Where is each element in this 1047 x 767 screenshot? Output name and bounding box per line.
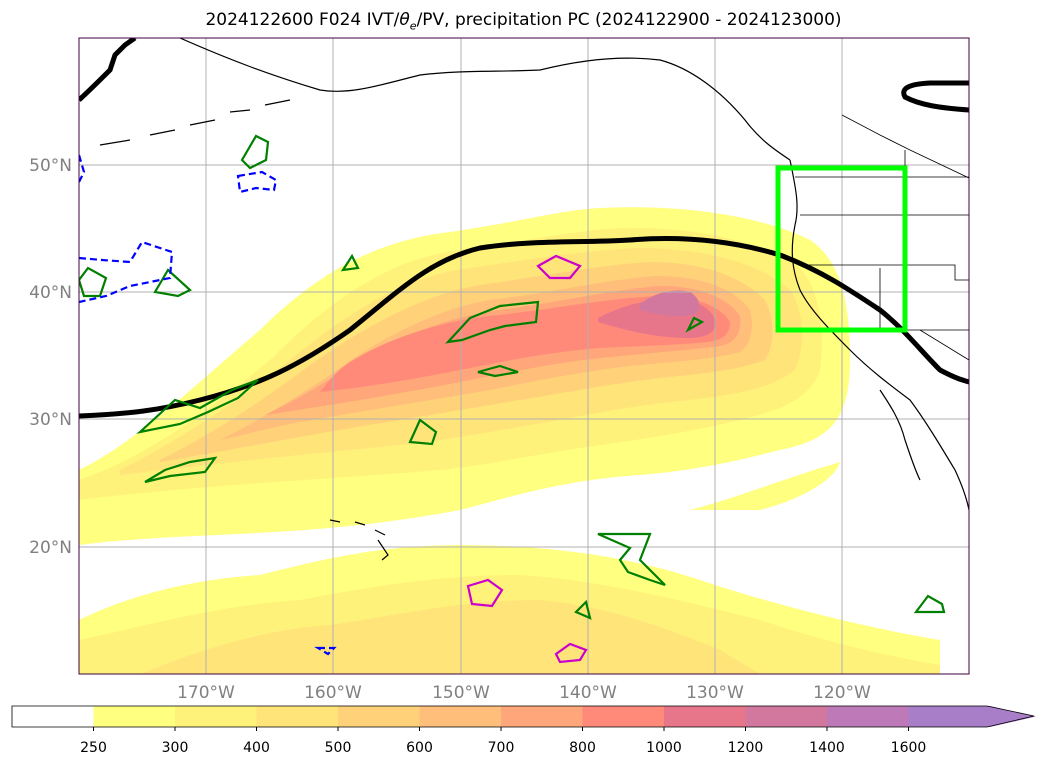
pv-contour-8 [477, 364, 519, 378]
colorbar-label: 700 [488, 740, 515, 756]
map-plot-area [79, 38, 969, 674]
precip-contours [466, 254, 588, 664]
lon-tick-label: 160°W [304, 683, 362, 703]
colorbar-label: 400 [243, 740, 270, 756]
colorbar-cells [12, 706, 1036, 727]
colorbar-label: 250 [80, 740, 107, 756]
height-contour-north-e [901, 80, 969, 113]
pv-contour-11 [574, 599, 592, 620]
colorbar-label: 1400 [809, 740, 845, 756]
lat-tick-label: 30°N [29, 410, 72, 430]
pv-contour-12 [913, 594, 946, 614]
ivt-band-1200 [640, 290, 700, 317]
graticule [79, 38, 969, 674]
pv-contour-1 [240, 134, 270, 170]
colorbar-cell [93, 706, 176, 727]
colorbar-cell [827, 706, 909, 727]
pv-neg-contour-3 [79, 154, 86, 183]
lat-tick-label: 20°N [29, 538, 72, 558]
lon-tick-labels: 170°W 160°W 150°W 140°W 130°W 120°W [177, 683, 871, 703]
pv-contour-3 [153, 268, 192, 298]
pv-contour-7 [340, 253, 360, 272]
colorbar-cell [338, 706, 420, 727]
pv-contour-10 [597, 532, 666, 587]
colorbar-cell [419, 706, 502, 727]
colorbar-label: 800 [569, 740, 596, 756]
colorbar-cell [501, 706, 583, 727]
lon-tick-label: 150°W [432, 683, 490, 703]
lat-tick-labels: 50°N 40°N 30°N 20°N [29, 156, 72, 558]
pv-contour-9 [408, 418, 438, 446]
colorbar-cell [745, 706, 828, 727]
pv-contour-5 [144, 456, 218, 484]
alaska-coast [179, 38, 791, 161]
colorbar-cell [908, 706, 1036, 727]
lon-tick-label: 170°W [177, 683, 235, 703]
colorbar-label: 500 [325, 740, 352, 756]
colorbar-cell [12, 706, 94, 727]
map-title: 2024122600 F024 IVT/θe/PV, precipitation… [0, 10, 1047, 32]
pv-negative-contours [79, 154, 337, 656]
ivt-band-400-south [140, 600, 760, 674]
precip-contour-3 [554, 642, 588, 664]
pv-contour-6 [445, 300, 540, 344]
lon-tick-label: 120°W [813, 683, 871, 703]
title-theta-sub: e [409, 19, 417, 33]
lon-tick-label: 130°W [686, 683, 744, 703]
pv-positive-contours [79, 134, 946, 620]
colorbar-cell [175, 706, 257, 727]
lat-tick-label: 40°N [29, 283, 72, 303]
title-suffix: /PV, precipitation PC (2024122900 - 2024… [416, 10, 842, 30]
title-prefix: 2024122600 F024 IVT/ [205, 10, 400, 30]
aleutian-islands [99, 99, 291, 146]
baja-coast [879, 389, 921, 481]
lon-tick-label: 140°W [559, 683, 617, 703]
colorbar-cell [664, 706, 746, 727]
colorbar-label: 600 [406, 740, 433, 756]
pv-neg-contour-2 [236, 170, 278, 194]
colorbar-label: 1600 [891, 740, 927, 756]
colorbar: 250 300 400 500 600 700 800 1000 1200 1400 1600 [11, 705, 1036, 756]
colorbar-cell [582, 706, 665, 727]
map-frame [78, 37, 970, 675]
lat-tick-label: 50°N [29, 156, 72, 176]
height-contour [79, 38, 969, 419]
pv-contour-13 [685, 316, 705, 333]
pv-neg-contour-1 [79, 240, 174, 304]
colorbar-cell [256, 706, 339, 727]
precip-contour-2 [466, 578, 504, 608]
colorbar-label: 300 [162, 740, 189, 756]
north-america-coast [789, 159, 969, 511]
colorbar-label: 1200 [728, 740, 764, 756]
ivt-band-250-east [690, 462, 840, 510]
region-box [775, 165, 908, 333]
height-contour-north-w [79, 38, 137, 102]
colorbar-label: 1000 [646, 740, 682, 756]
pv-contour-2 [79, 266, 108, 298]
colorbar-labels: 250 300 400 500 600 700 800 1000 1200 1400 1600 [80, 727, 926, 756]
pv-contour-4 [136, 378, 259, 434]
height-contour-main [79, 236, 969, 419]
title-theta: θ [399, 10, 410, 30]
precip-contour-1 [536, 254, 582, 280]
hawaii-islands [329, 519, 389, 561]
colorbar-outline [11, 705, 1035, 728]
